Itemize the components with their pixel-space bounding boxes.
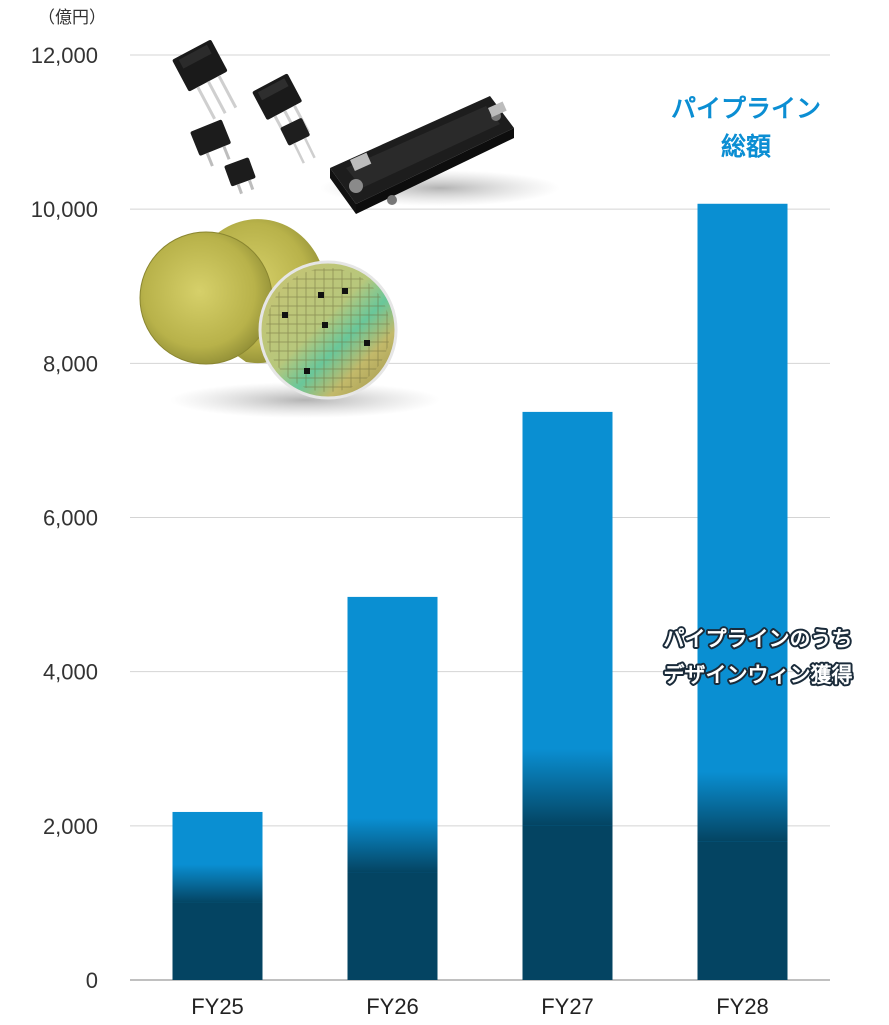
bar-design-win-fade-fy25 [172,864,263,903]
y-axis: 0 2,000 4,000 6,000 8,000 10,000 12,000 [31,43,98,993]
bar-design-win-fy25 [172,902,263,980]
bar-design-win-fy28 [697,841,788,980]
y-tick-label: 0 [86,968,98,993]
y-tick-label: 4,000 [43,660,98,685]
sic-wafers-photo [139,219,440,418]
y-tick-label: 6,000 [43,506,98,531]
y-tick-label: 2,000 [43,814,98,839]
y-tick-label: 8,000 [43,351,98,376]
power-semiconductor-packages-photo [172,40,560,214]
design-win-label-line1: パイプラインのうち [664,627,853,651]
y-tick-label: 10,000 [31,197,98,222]
x-tick-label: FY27 [541,994,594,1019]
bar-design-win-fade-fy27 [522,748,613,826]
bar-design-win-fy27 [522,825,613,980]
x-tick-label: FY26 [366,994,419,1019]
design-win-label-line2: デザインウィン獲得 [664,663,853,687]
bar-design-win-fade-fy26 [347,818,438,873]
y-tick-label: 12,000 [31,43,98,68]
bar-design-win-fade-fy28 [697,771,788,842]
y-axis-unit-label: （億円） [38,8,106,28]
bars [172,203,788,981]
total-pipeline-label-line1: パイプライン [671,94,821,123]
x-tick-label: FY25 [191,994,244,1019]
x-axis: FY25 FY26 FY27 FY28 [191,994,769,1019]
x-tick-label: FY28 [716,994,769,1019]
total-pipeline-label-line2: 総額 [721,132,771,161]
bar-design-win-fy26 [347,872,438,980]
